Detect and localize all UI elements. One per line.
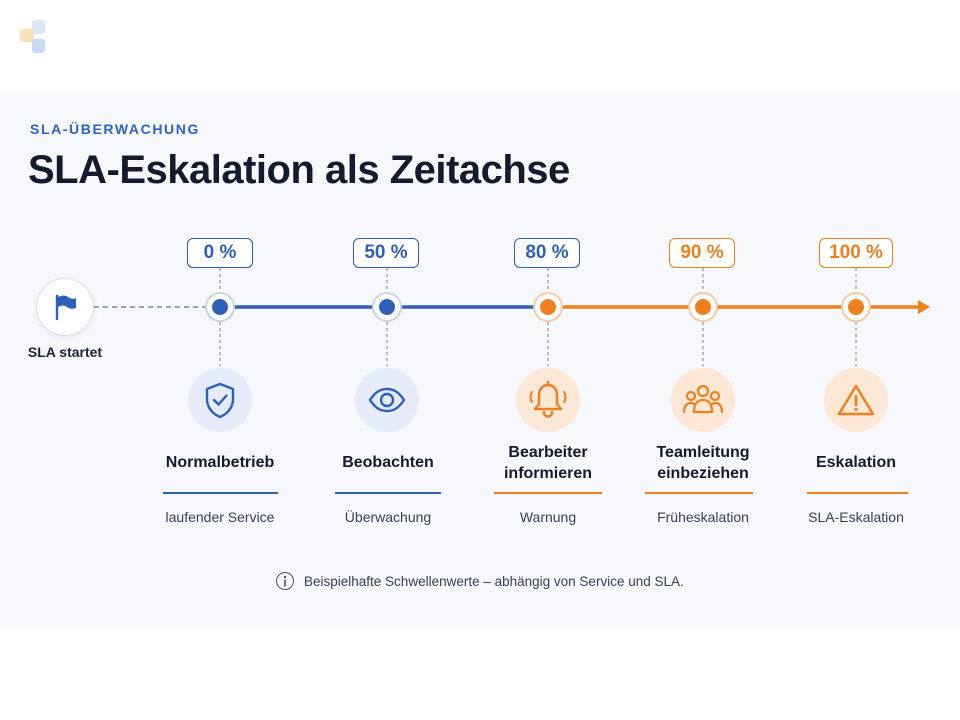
- stage-subtitle: laufender Service: [165, 509, 275, 525]
- stage-icon-teamleitung: [671, 368, 735, 432]
- threshold-badge: 50 %: [353, 238, 419, 268]
- team-icon: [682, 384, 724, 414]
- stage-subtitle: Warnung: [519, 509, 577, 525]
- stage-divider: [807, 492, 908, 494]
- brand-logo: [20, 20, 48, 56]
- footnote: Beispielhafte Schwellenwerte – abhängig …: [276, 572, 684, 590]
- stage-subtitle: Früheskalation: [657, 509, 749, 525]
- timeline-node-0: [205, 292, 235, 322]
- stage-icon-beobachten: [355, 368, 419, 432]
- threshold-badge: 80 %: [514, 238, 580, 268]
- flag-icon: [55, 294, 76, 321]
- eye-icon: [368, 387, 406, 413]
- stage-divider: [335, 492, 441, 494]
- timeline-node-50: [372, 292, 402, 322]
- stage-divider: [494, 492, 602, 494]
- threshold-badge: 0 %: [187, 238, 253, 268]
- shield-check-icon: [205, 382, 235, 419]
- footnote-text: Beispielhafte Schwellenwerte – abhängig …: [304, 573, 684, 589]
- stage-title: Eskalation: [815, 454, 897, 471]
- timeline-node-80: [533, 292, 563, 322]
- stage-icon-normalbetrieb: [188, 368, 252, 432]
- stage-subtitle: Überwachung: [344, 509, 432, 525]
- stage-title: Teamleitung einbeziehen: [656, 444, 750, 482]
- stage-title: Bearbeiter informieren: [503, 444, 592, 482]
- stage-divider: [645, 492, 753, 494]
- eyebrow-label: SLA-ÜBERWACHUNG: [30, 121, 200, 137]
- timeline-node-100: [841, 292, 871, 322]
- warning-icon: [837, 384, 875, 416]
- timeline-arrow-head: [918, 300, 930, 314]
- info-icon: [276, 572, 294, 590]
- timeline-node-90: [688, 292, 718, 322]
- stage-subtitle: SLA-Eskalation: [808, 509, 904, 525]
- sla-start-label: SLA startet: [27, 344, 103, 360]
- stage-divider: [163, 492, 278, 494]
- stage-title: Normalbetrieb: [165, 454, 275, 471]
- bell-icon: [529, 380, 567, 418]
- stage-icon-eskalation: [824, 368, 888, 432]
- page-title: SLA-Eskalation als Zeitachse: [28, 148, 570, 192]
- sla-start-marker: [36, 278, 94, 336]
- threshold-badge: 90 %: [669, 238, 735, 268]
- content-panel: [0, 92, 960, 628]
- stage-title: Beobachten: [342, 454, 434, 471]
- stage-icon-bearbeiter: [516, 368, 580, 432]
- threshold-badge: 100 %: [819, 238, 893, 268]
